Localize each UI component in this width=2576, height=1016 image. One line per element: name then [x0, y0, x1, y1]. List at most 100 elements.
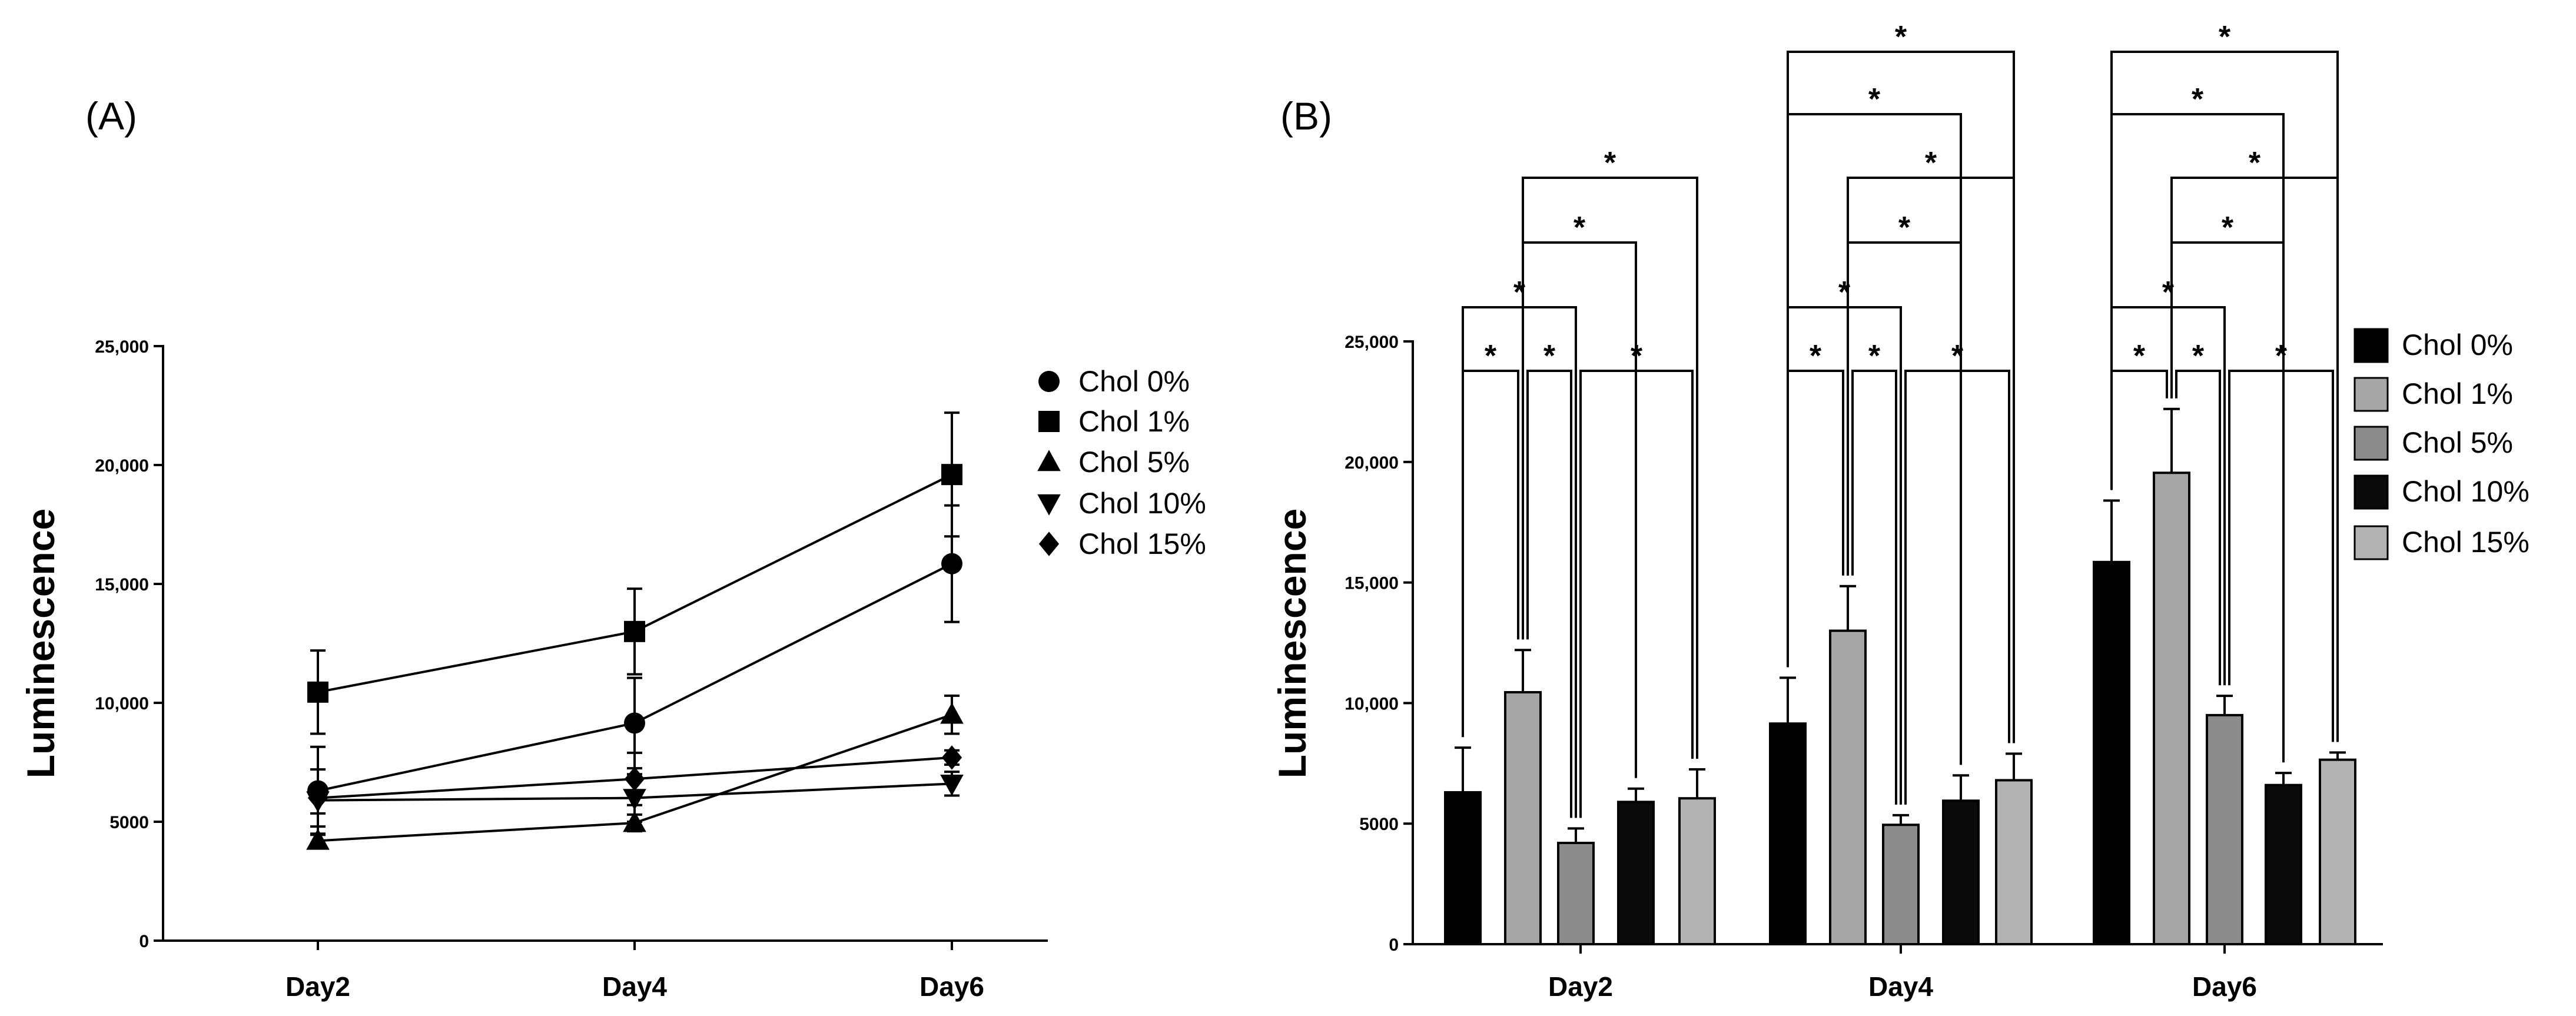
data-point-chol-15pct	[941, 745, 962, 770]
legend-marker-chol-1pct	[1038, 411, 1060, 432]
legend-swatch-chol-1pct	[2353, 377, 2389, 412]
legend-swatch-chol-10pct	[2353, 474, 2389, 510]
panel-a-y-tick-label: 10,000	[95, 694, 149, 713]
legend-swatch-chol-15pct	[2353, 525, 2389, 560]
significance-star: *	[2192, 82, 2204, 117]
legend-label-chol-5pct: Chol 5%	[2402, 426, 2513, 459]
legend-label-chol-10pct: Chol 10%	[1078, 487, 1206, 520]
panel-b-label: (B)	[1280, 94, 1332, 138]
line-chart-panel-a: 0 5000 10,000 15,000 20,000 25,000 Day2 Day4 Day…	[19, 337, 1206, 1002]
legend-label-chol-1pct: Chol 1%	[2402, 377, 2513, 410]
data-point-chol-5pct	[623, 811, 646, 832]
data-point-chol-0pct	[941, 553, 962, 575]
bar-chol-5pct-day6	[2206, 713, 2243, 945]
significance-bracket	[2228, 370, 2334, 742]
legend-label-chol-10pct: Chol 10%	[2402, 475, 2529, 508]
legend-label-chol-15pct: Chol 15%	[2402, 526, 2529, 559]
panel-b-x-tick-label: Day4	[1868, 971, 1933, 1002]
legend-marker-chol-10pct	[1037, 494, 1061, 516]
significance-star: *	[2192, 339, 2205, 373]
significance-bracket	[2110, 113, 2285, 763]
panel-a-y-axis-title: Luminescence	[19, 509, 62, 779]
panel-a-x-tick-label: Day4	[602, 971, 667, 1002]
panel-a-label: (A)	[85, 94, 137, 138]
panel-b-x-tick-label: Day6	[2192, 971, 2257, 1002]
significance-star: *	[2219, 20, 2231, 54]
bar-chol-5pct-day4	[1882, 824, 1920, 946]
significance-bracket	[2175, 370, 2221, 686]
significance-star: *	[1543, 339, 1556, 373]
legend-label-chol-1pct: Chol 1%	[1078, 405, 1190, 438]
panel-a-y-tick-label: 15,000	[95, 575, 149, 595]
legend-label-chol-5pct: Chol 5%	[1078, 446, 1190, 479]
significance-star: *	[2249, 146, 2261, 180]
legend-marker-chol-15pct	[1038, 532, 1060, 556]
bar-chol-15pct-day6	[2319, 758, 2356, 945]
significance-star: *	[1810, 339, 1822, 373]
data-point-chol-10pct	[940, 775, 964, 796]
bar-chol-1pct-day4	[1829, 629, 1867, 945]
significance-bracket	[2170, 177, 2339, 742]
data-point-chol-1pct	[941, 464, 962, 486]
legend-label-chol-0pct: Chol 0%	[2402, 328, 2513, 361]
significance-bracket	[1526, 370, 1572, 818]
data-point-chol-5pct	[306, 828, 330, 850]
significance-star: *	[2275, 339, 2288, 373]
significance-star: *	[1895, 20, 1907, 54]
significance-bracket	[1787, 51, 2015, 743]
significance-star: *	[2222, 211, 2234, 245]
bar-chol-0pct-day6	[2093, 560, 2130, 945]
legend-label-chol-15pct: Chol 15%	[1078, 527, 1206, 560]
panel-a-y-tick-label: 0	[139, 932, 149, 951]
bar-chol-10pct-day6	[2265, 783, 2302, 945]
legend-marker-chol-5pct	[1037, 450, 1061, 472]
panel-a-x-tick-label: Day6	[919, 971, 984, 1002]
panel-b-y-tick-label: 20,000	[1345, 453, 1399, 473]
significance-star: *	[1868, 339, 1881, 373]
bar-chol-0pct-day4	[1769, 722, 1807, 945]
data-point-chol-10pct	[623, 789, 646, 811]
bar-chol-15pct-day2	[1678, 797, 1716, 946]
data-point-chol-15pct	[624, 766, 645, 791]
legend-label-chol-0pct: Chol 0%	[1078, 365, 1190, 398]
bar-chart-panel-b: 0 5000 10,000 15,000 20,000 25,000 Day2 Day4 Day…	[1270, 20, 2529, 1002]
panel-a-y-tick-label: 5000	[109, 813, 149, 832]
significance-star: *	[1604, 146, 1616, 180]
significance-bracket	[2110, 51, 2339, 742]
bar-chol-0pct-day2	[1444, 791, 1482, 946]
legend-marker-chol-0pct	[1038, 371, 1060, 392]
panel-b-y-tick-label: 10,000	[1345, 694, 1399, 713]
legend-swatch-chol-5pct	[2353, 426, 2389, 461]
significance-star: *	[1868, 82, 1881, 117]
significance-star: *	[2133, 339, 2146, 373]
bar-chol-5pct-day2	[1557, 841, 1595, 946]
significance-bracket	[1522, 177, 1698, 759]
bar-chol-1pct-day2	[1504, 690, 1542, 946]
panel-b-y-tick-label: 25,000	[1345, 333, 1399, 352]
significance-bracket	[1462, 370, 1519, 738]
bar-chol-10pct-day4	[1942, 799, 1980, 945]
significance-bracket	[1462, 306, 1577, 818]
panel-b-y-axis-title: Luminescence	[1270, 509, 1314, 779]
legend-swatch-chol-0pct	[2353, 328, 2389, 363]
panel-b-y-tick-label: 15,000	[1345, 574, 1399, 593]
bar-chol-15pct-day4	[1995, 779, 2033, 946]
significance-star: *	[1574, 211, 1586, 245]
bar-chol-1pct-day6	[2153, 472, 2190, 945]
data-point-chol-0pct	[624, 712, 645, 734]
significance-star: *	[1898, 211, 1911, 245]
panel-a-x-tick-label: Day2	[286, 971, 350, 1002]
panel-a-y-tick-label: 25,000	[95, 337, 149, 357]
significance-bracket	[1787, 113, 1962, 765]
significance-bracket	[1904, 370, 2010, 805]
data-point-chol-1pct	[307, 681, 328, 703]
significance-star: *	[1925, 146, 1937, 180]
data-point-chol-15pct	[307, 785, 328, 811]
data-point-chol-5pct	[940, 702, 964, 724]
panel-b-y-tick-label: 5000	[1359, 815, 1399, 834]
significance-bracket	[1787, 370, 1844, 668]
significance-bracket	[1851, 370, 1897, 805]
significance-star: *	[1485, 339, 1497, 373]
panel-b-x-tick-label: Day2	[1548, 971, 1613, 1002]
